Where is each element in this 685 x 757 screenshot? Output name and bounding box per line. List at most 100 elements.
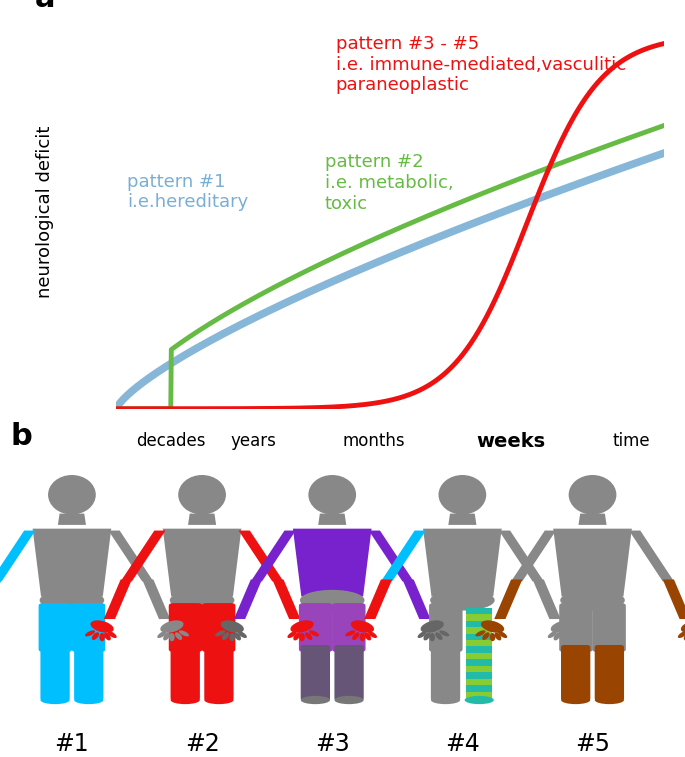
Ellipse shape xyxy=(421,620,444,633)
Ellipse shape xyxy=(169,633,175,641)
Bar xyxy=(466,679,492,685)
FancyBboxPatch shape xyxy=(204,645,234,700)
Ellipse shape xyxy=(569,631,580,637)
Text: months: months xyxy=(342,432,406,450)
Ellipse shape xyxy=(301,696,330,704)
Bar xyxy=(466,666,492,672)
Ellipse shape xyxy=(352,632,360,640)
FancyBboxPatch shape xyxy=(74,645,103,700)
Polygon shape xyxy=(495,580,522,619)
Text: years: years xyxy=(231,432,276,450)
Bar xyxy=(466,653,492,659)
Polygon shape xyxy=(234,580,262,619)
Ellipse shape xyxy=(99,633,105,641)
Ellipse shape xyxy=(158,631,166,638)
FancyBboxPatch shape xyxy=(595,645,624,700)
Ellipse shape xyxy=(560,590,625,611)
Ellipse shape xyxy=(684,633,685,640)
FancyBboxPatch shape xyxy=(299,603,332,652)
FancyBboxPatch shape xyxy=(169,603,202,652)
Polygon shape xyxy=(381,531,426,581)
Ellipse shape xyxy=(305,632,312,640)
Ellipse shape xyxy=(40,590,104,611)
Polygon shape xyxy=(369,531,414,581)
Ellipse shape xyxy=(439,631,449,637)
Ellipse shape xyxy=(561,696,590,704)
Ellipse shape xyxy=(293,633,300,640)
Ellipse shape xyxy=(163,633,170,640)
Bar xyxy=(466,614,492,621)
Ellipse shape xyxy=(565,632,573,640)
Ellipse shape xyxy=(74,696,103,704)
Polygon shape xyxy=(318,513,346,525)
Polygon shape xyxy=(188,513,216,525)
Bar xyxy=(466,627,492,634)
Polygon shape xyxy=(533,580,560,619)
Polygon shape xyxy=(104,580,132,619)
Ellipse shape xyxy=(569,475,616,515)
Ellipse shape xyxy=(300,590,364,611)
Ellipse shape xyxy=(438,475,486,515)
Ellipse shape xyxy=(595,696,624,704)
Ellipse shape xyxy=(221,620,244,633)
Bar xyxy=(466,685,492,692)
Ellipse shape xyxy=(430,590,495,611)
Ellipse shape xyxy=(170,590,234,611)
Text: #2: #2 xyxy=(185,732,219,755)
Ellipse shape xyxy=(334,696,364,704)
FancyBboxPatch shape xyxy=(561,645,590,700)
Polygon shape xyxy=(108,531,153,581)
Ellipse shape xyxy=(351,620,374,633)
Ellipse shape xyxy=(229,633,235,641)
Bar xyxy=(466,621,492,627)
Ellipse shape xyxy=(108,631,116,638)
Polygon shape xyxy=(58,513,86,525)
FancyBboxPatch shape xyxy=(334,645,364,700)
FancyBboxPatch shape xyxy=(301,645,330,700)
Polygon shape xyxy=(511,531,556,581)
Ellipse shape xyxy=(85,631,95,637)
Text: #3: #3 xyxy=(315,732,349,755)
Polygon shape xyxy=(578,513,607,525)
Bar xyxy=(466,646,492,653)
Polygon shape xyxy=(663,580,685,619)
Polygon shape xyxy=(0,531,36,581)
FancyBboxPatch shape xyxy=(559,603,593,652)
Ellipse shape xyxy=(40,696,70,704)
Polygon shape xyxy=(238,531,284,581)
Ellipse shape xyxy=(368,631,377,638)
Polygon shape xyxy=(364,580,392,619)
Ellipse shape xyxy=(490,633,495,641)
Ellipse shape xyxy=(299,633,305,641)
Ellipse shape xyxy=(475,631,486,637)
Ellipse shape xyxy=(175,632,182,640)
Bar xyxy=(466,692,492,698)
FancyBboxPatch shape xyxy=(171,645,200,700)
Ellipse shape xyxy=(431,696,460,704)
Ellipse shape xyxy=(90,620,114,633)
FancyBboxPatch shape xyxy=(332,603,366,652)
Ellipse shape xyxy=(498,631,507,638)
Polygon shape xyxy=(273,580,300,619)
Text: decades: decades xyxy=(136,432,206,450)
Ellipse shape xyxy=(215,631,225,637)
Ellipse shape xyxy=(435,632,443,640)
Polygon shape xyxy=(251,531,296,581)
Ellipse shape xyxy=(179,631,189,637)
Ellipse shape xyxy=(204,696,234,704)
Polygon shape xyxy=(163,528,241,597)
Ellipse shape xyxy=(309,631,319,637)
FancyBboxPatch shape xyxy=(40,645,70,700)
Ellipse shape xyxy=(290,620,314,633)
Polygon shape xyxy=(402,580,430,619)
Ellipse shape xyxy=(308,475,356,515)
Ellipse shape xyxy=(464,696,494,704)
Ellipse shape xyxy=(288,631,297,638)
Bar xyxy=(466,672,492,679)
Text: pattern #1
i.e.hereditary: pattern #1 i.e.hereditary xyxy=(127,173,249,211)
Ellipse shape xyxy=(234,633,241,640)
Text: pattern #3 - #5
i.e. immune-mediated,vasculitic
paraneoplastic: pattern #3 - #5 i.e. immune-mediated,vas… xyxy=(336,35,626,95)
Polygon shape xyxy=(0,580,2,619)
Polygon shape xyxy=(121,531,166,581)
Ellipse shape xyxy=(364,633,371,640)
